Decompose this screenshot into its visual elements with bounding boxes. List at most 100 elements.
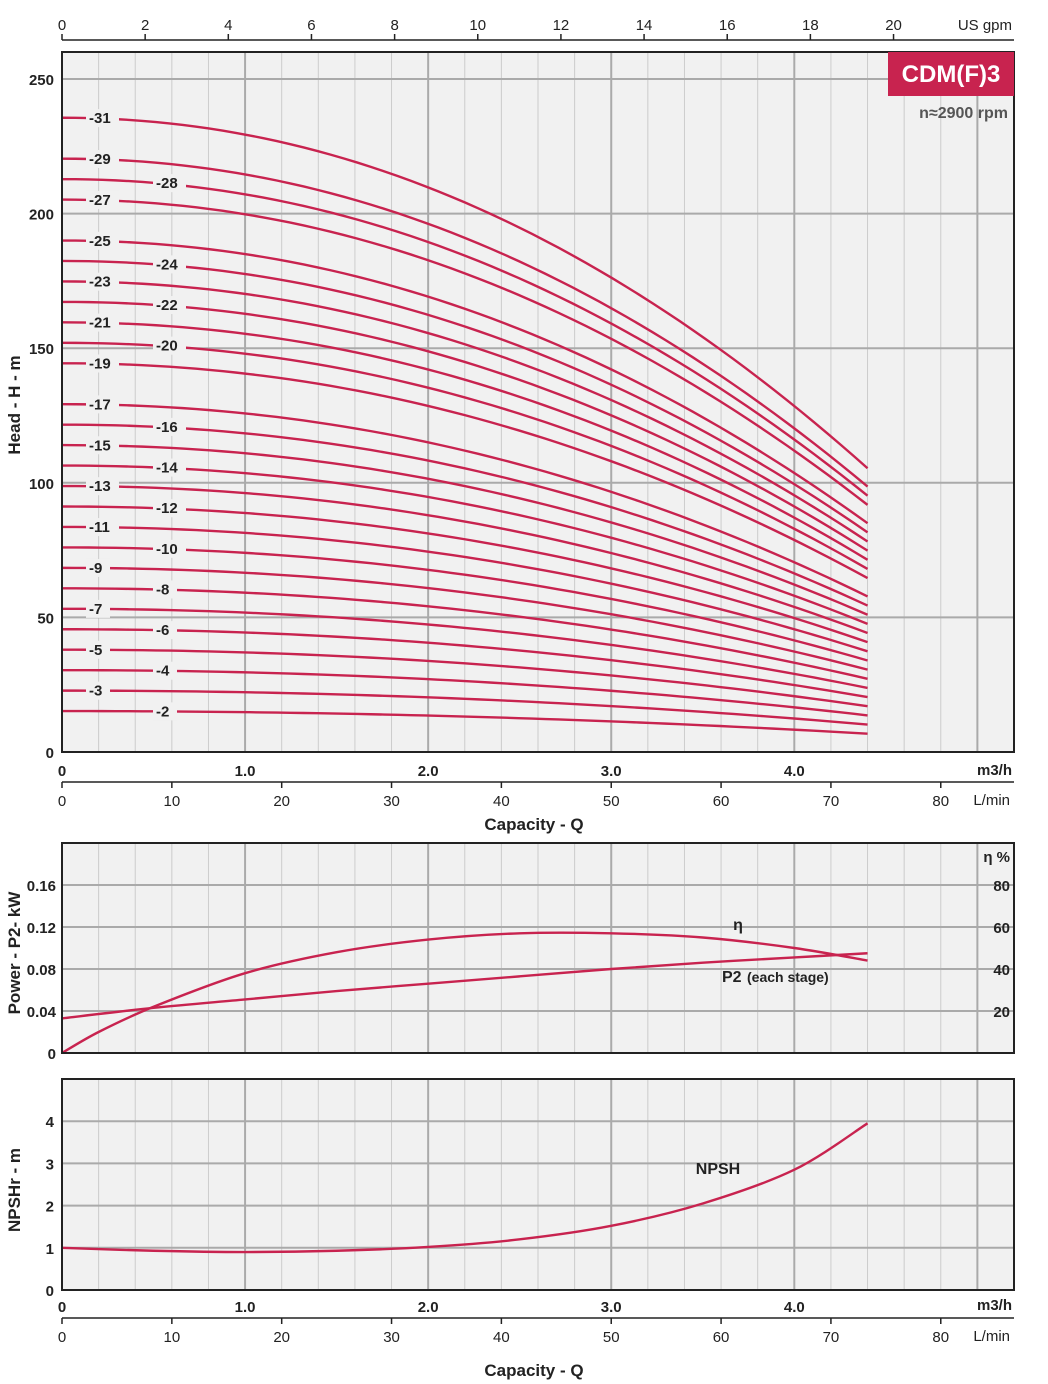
top-axis-tick-label: 12 (553, 17, 570, 34)
head-curve-stage-3 (61, 689, 868, 726)
efficiency-y-tick-label: 80 (993, 878, 1010, 895)
npsh-x-tick-label: 1.0 (235, 1299, 256, 1316)
npsh-y-tick-label: 4 (46, 1114, 55, 1131)
npsh-x-tick-label: 4.0 (784, 1299, 805, 1316)
top-axis-tick-label: 4 (224, 17, 232, 34)
efficiency-curve (61, 931, 868, 1055)
head-curve-stage-31 (61, 116, 869, 470)
head-curve-stage-24 (61, 259, 869, 534)
stage-label-bg (86, 477, 119, 496)
npsh-x-tick-label: 0 (58, 1299, 66, 1316)
stage-label-bg (86, 150, 119, 169)
stage-label-bg (153, 174, 186, 193)
npsh-y-axis-title: NPSHr - m (5, 1148, 24, 1232)
stage-label-bg (86, 109, 119, 128)
npsh-lmin-tick-label: 0 (58, 1329, 66, 1346)
stage-label: -12 (156, 500, 178, 517)
y-tick-label: 0 (46, 745, 54, 762)
head-curve-stage-14 (61, 464, 868, 625)
head-curve-stage-15 (61, 443, 869, 616)
head-curve-stage-17 (61, 402, 869, 598)
npsh-lmin-tick-label: 80 (932, 1329, 949, 1346)
p2-series-label: P2 (722, 969, 742, 986)
stage-label: -19 (89, 355, 111, 372)
head-curve-stage-13 (61, 484, 868, 635)
head-curve-stage-12 (61, 505, 868, 644)
head-curve-stage-21 (61, 321, 869, 561)
head-curve-stage-20 (61, 341, 869, 570)
efficiency-y-tick-label: 20 (993, 1004, 1010, 1021)
stage-label: -3 (89, 683, 102, 700)
stage-label-bg (153, 621, 177, 640)
efficiency-axis-title: η % (983, 849, 1010, 866)
p2-series-note: (each stage) (747, 969, 829, 985)
stage-label: -15 (89, 437, 111, 454)
npsh-lmin-axis-unit: L/min (973, 1328, 1010, 1345)
top-axis-tick-label: 20 (885, 17, 902, 34)
y-tick-label: 100 (29, 476, 54, 493)
stage-label: -22 (156, 297, 178, 314)
head-curve-stage-19 (61, 362, 869, 580)
stage-label-bg (153, 336, 186, 355)
lmin-tick-label: 70 (823, 793, 840, 810)
plot-frame (61, 51, 1015, 753)
stage-label-bg (153, 702, 177, 721)
head-curve-stage-6 (61, 628, 868, 699)
top-axis-tick-label: 2 (141, 17, 149, 34)
power-y-tick-label: 0.04 (27, 1004, 57, 1021)
y-tick-label: 150 (29, 341, 54, 358)
stage-label: -23 (89, 274, 111, 291)
head-curve-stage-27 (61, 198, 869, 506)
head-curve-stage-29 (61, 157, 869, 488)
head-curve-stage-11 (61, 525, 868, 653)
power-y-tick-label: 0 (48, 1046, 56, 1063)
lmin-tick-label: 30 (383, 793, 400, 810)
stage-label-bg (86, 272, 119, 291)
head-curve-stage-23 (61, 280, 869, 543)
stage-label: -31 (89, 110, 111, 127)
npsh-chart-panel: NPSH 0 1 2 3 4 NPSHr - m 0 1.0 2.0 3.0 4.0 m3/h 0 10 20… (5, 1078, 1015, 1380)
stage-label: -29 (89, 151, 111, 168)
power-y-tick-label: 0.12 (27, 920, 56, 937)
stage-label-bg (86, 395, 119, 414)
npsh-lmin-tick-label: 70 (823, 1329, 840, 1346)
stage-label-bg (153, 580, 177, 599)
plot-frame (61, 1078, 1015, 1291)
stage-label-bg (86, 354, 119, 373)
y-axis-title: Head - H - m (5, 355, 24, 454)
lmin-tick-label: 50 (603, 793, 620, 810)
npsh-lmin-tick-label: 40 (493, 1329, 510, 1346)
stage-label: -2 (156, 703, 169, 720)
top-axis-unit: US gpm (958, 17, 1012, 34)
npsh-curve (61, 1122, 869, 1254)
head-curve-stage-2 (61, 709, 868, 735)
npsh-lmin-tick-label: 60 (713, 1329, 730, 1346)
efficiency-y-tick-label: 60 (993, 920, 1010, 937)
stage-label: -20 (156, 338, 178, 355)
head-curve-stage-16 (61, 423, 869, 607)
lmin-tick-label: 10 (164, 793, 181, 810)
x-tick-label: 2.0 (418, 763, 439, 780)
stage-label: -5 (89, 642, 102, 659)
top-axis-tick-label: 0 (58, 17, 66, 34)
stage-label-bg (86, 313, 119, 332)
power-chart-panel: η P2 (each stage) 0 0.04 0.08 0.12 0.16 20 40 60 80… (5, 842, 1015, 1063)
lmin-tick-label: 60 (713, 793, 730, 810)
npsh-x-axis-title: Capacity - Q (484, 1361, 583, 1380)
stage-label: -13 (89, 478, 111, 495)
stage-label-bg (86, 599, 110, 618)
head-chart-panel: -2 -3 -4 -5 -6 -7 -8 -9 -10 -11 -12 -13 -14 -15 -16 -17… (5, 17, 1015, 834)
stage-label: -11 (89, 519, 110, 536)
stage-label: -17 (89, 396, 111, 413)
y-tick-label: 50 (37, 610, 54, 627)
x-tick-label: 3.0 (601, 763, 622, 780)
stage-label: -6 (156, 622, 169, 639)
stage-label: -24 (156, 256, 178, 273)
stage-label-bg (86, 190, 119, 209)
head-curve-stage-28 (61, 177, 869, 497)
stage-label: -25 (89, 233, 111, 250)
stage-label: -27 (89, 192, 111, 209)
y-tick-label: 200 (29, 207, 54, 224)
x-axis-unit: m3/h (977, 762, 1012, 779)
